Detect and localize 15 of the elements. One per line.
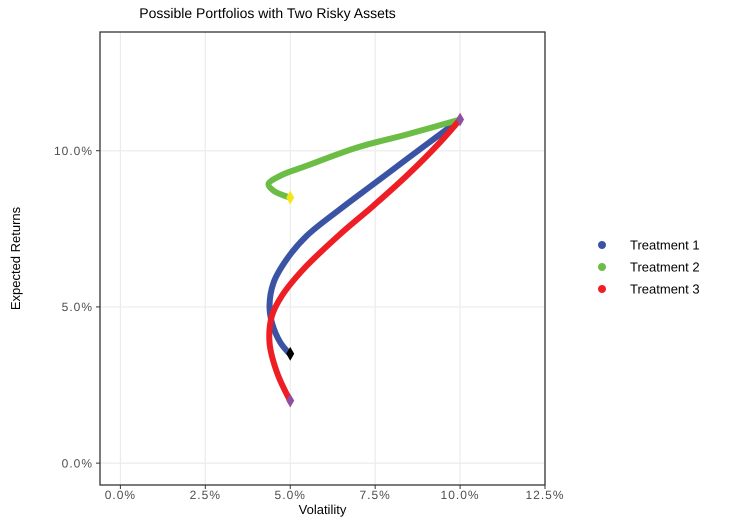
x-tick-label: 5.0%	[274, 488, 306, 502]
x-tick-label: 0.0%	[104, 488, 136, 502]
x-tick-label: 7.5%	[359, 488, 391, 502]
x-tick-label: 12.5%	[525, 488, 565, 502]
y-tick-label: 5.0%	[62, 300, 93, 314]
legend-label: Treatment 2	[630, 260, 700, 275]
x-axis-title: Volatility	[298, 502, 347, 517]
chart-title: Possible Portfolios with Two Risky Assets	[139, 5, 396, 21]
y-axis-title: Expected Returns	[8, 206, 23, 310]
y-tick-label: 0.0%	[62, 456, 93, 470]
legend-label: Treatment 3	[630, 282, 700, 297]
x-tick-label: 10.0%	[440, 488, 480, 502]
legend-label: Treatment 1	[630, 238, 700, 253]
y-tick-label: 10.0%	[54, 144, 93, 158]
x-tick-label: 2.5%	[190, 488, 221, 502]
